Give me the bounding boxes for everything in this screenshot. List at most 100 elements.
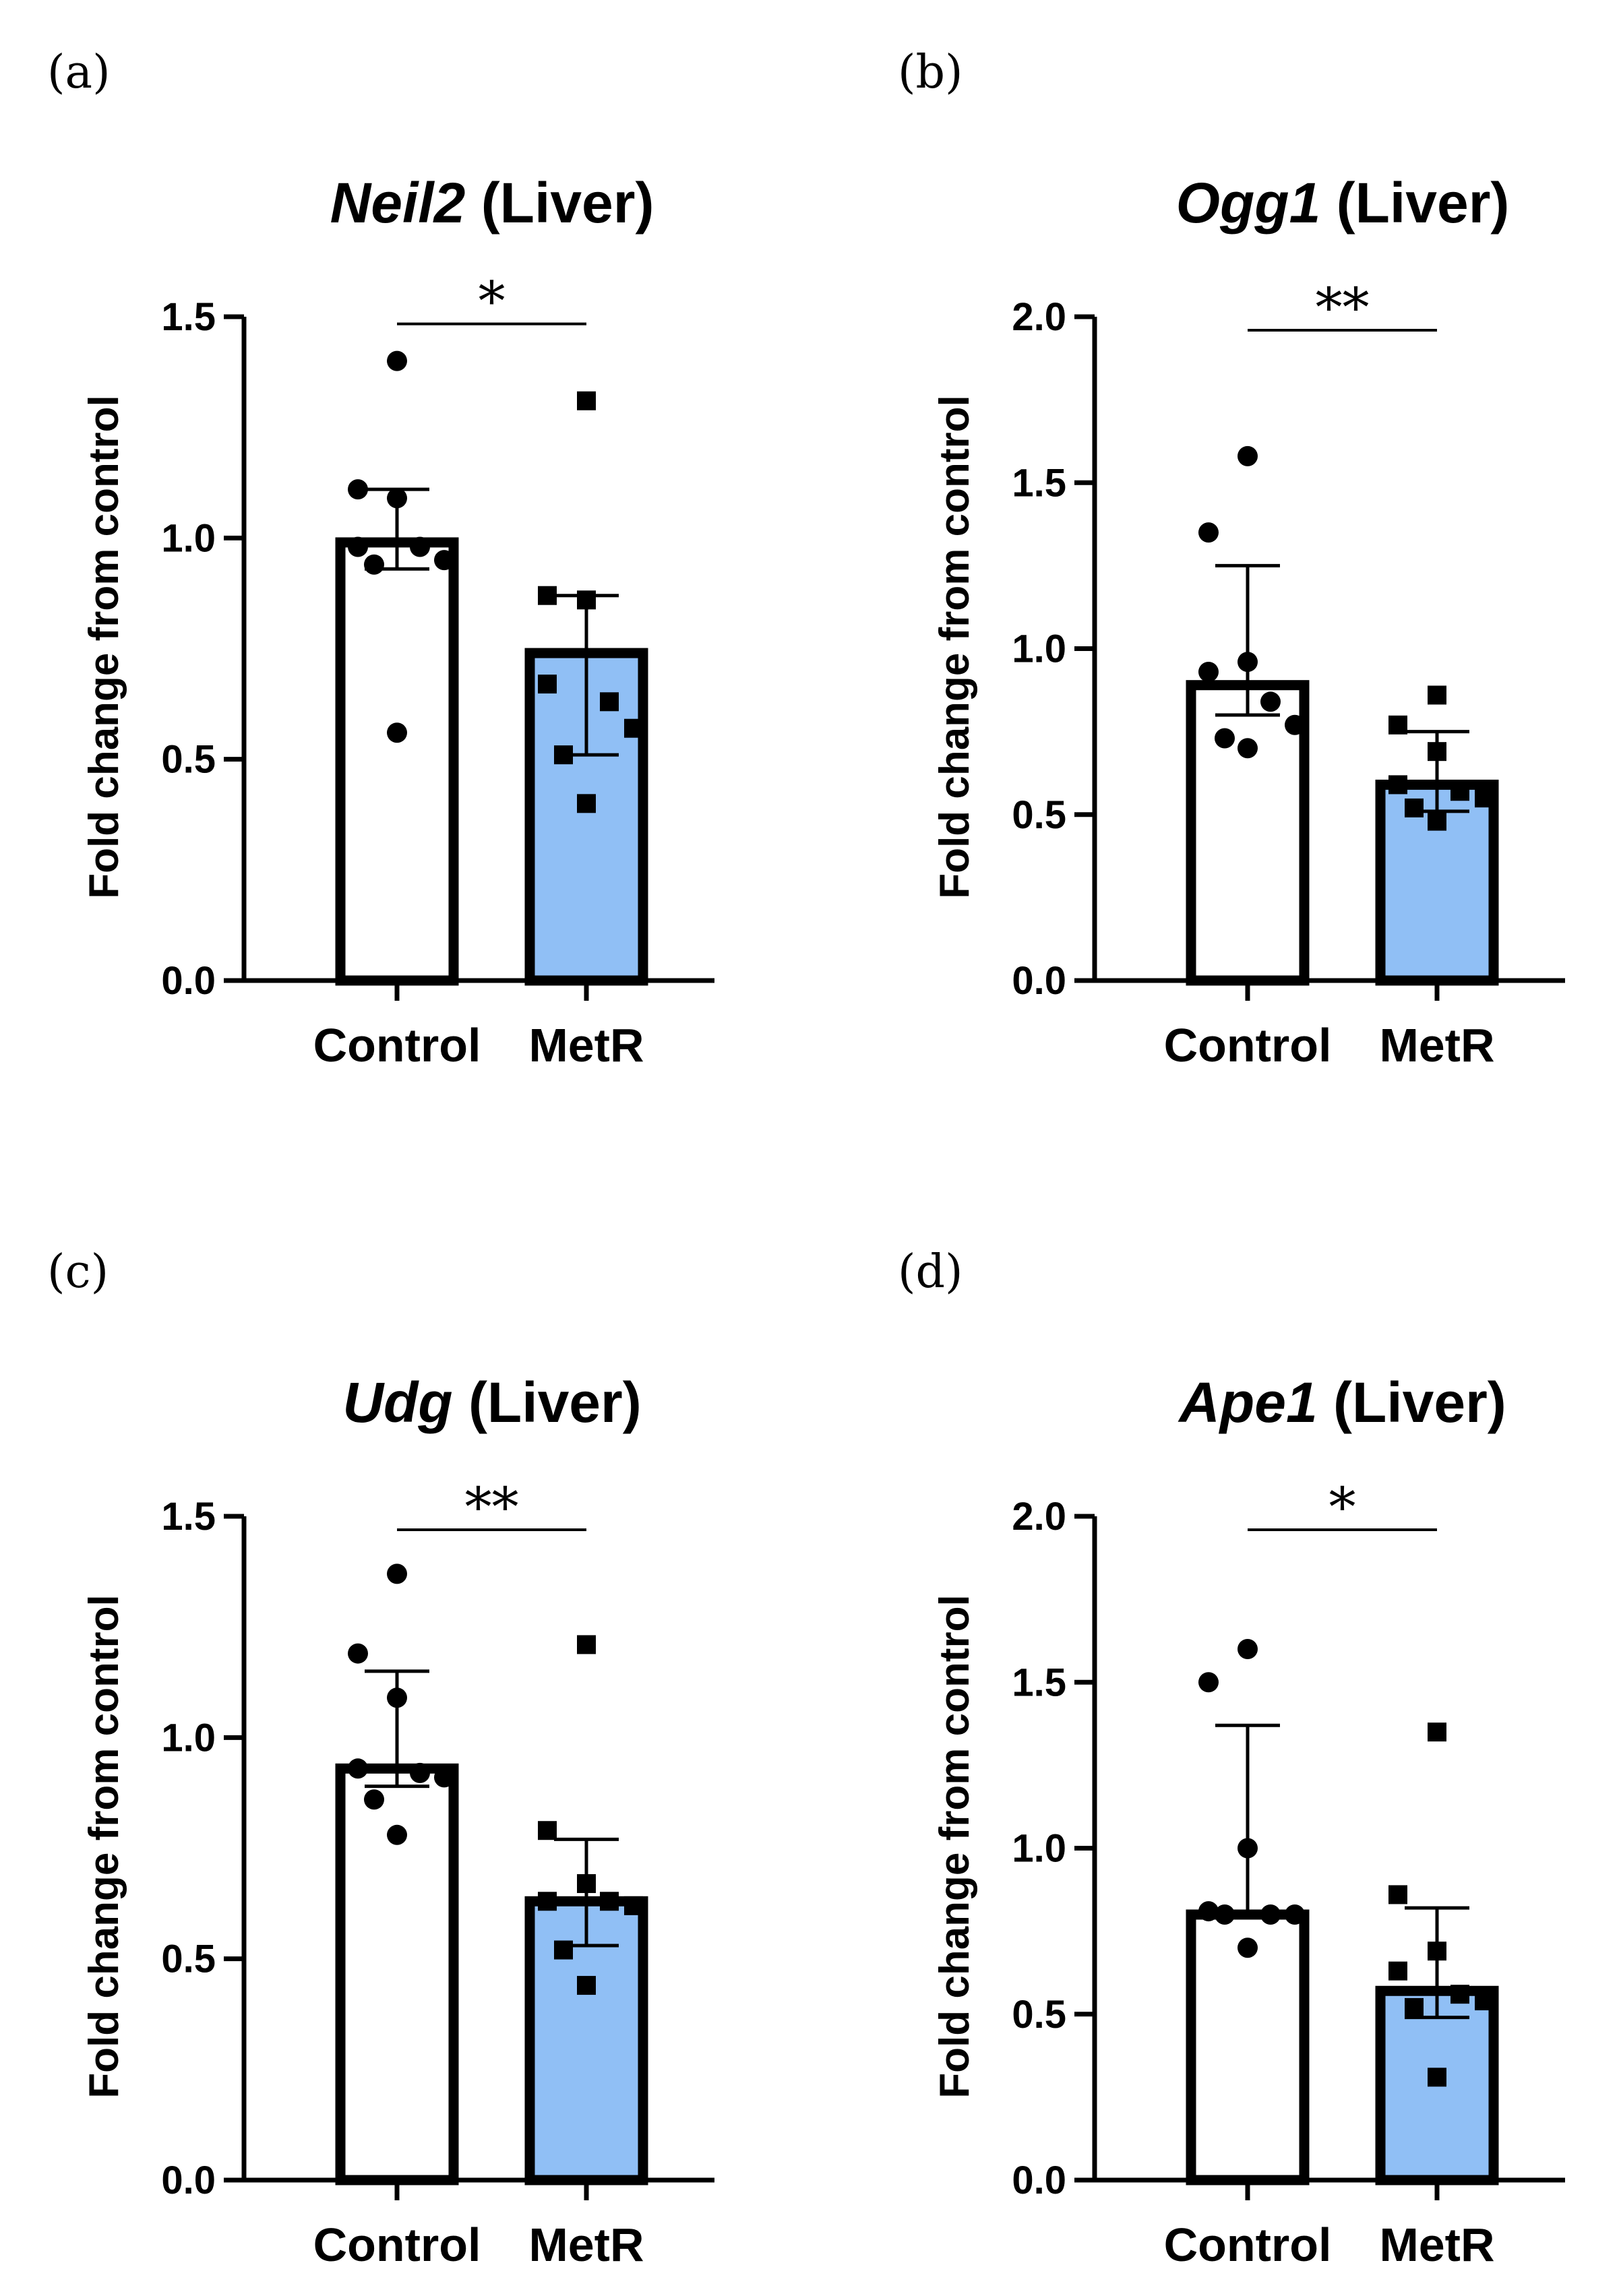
data-point-metr <box>577 391 596 410</box>
data-point-control <box>434 550 454 571</box>
chart-panel-a: (a) Neil2 (Liver) Fold change from control… <box>47 46 714 1072</box>
data-point-metr <box>1388 1961 1407 1981</box>
bar-control <box>1186 1909 1310 2185</box>
chart-title: Neil2 (Liver) <box>330 171 654 235</box>
y-tick-label: 1.0 <box>161 516 216 560</box>
data-point-metr <box>1428 742 1446 762</box>
data-point-control <box>387 488 407 509</box>
y-tick-label: 1.0 <box>1012 627 1066 671</box>
chart-title: Ogg1 (Liver) <box>1176 171 1510 235</box>
data-point-metr <box>624 718 643 738</box>
data-point-control <box>1285 714 1305 735</box>
panel-label: (c) <box>47 1245 109 1299</box>
data-point-metr <box>1450 782 1469 801</box>
y-tick-label: 1.5 <box>1012 461 1066 505</box>
data-point-control <box>387 1687 407 1708</box>
data-point-control <box>1198 522 1219 543</box>
data-point-control <box>364 554 384 575</box>
data-point-control <box>348 1758 368 1779</box>
data-point-metr <box>600 1892 619 1911</box>
data-point-control <box>387 1563 407 1584</box>
chart-title: Udg (Liver) <box>342 1371 641 1434</box>
y-tick-label: 1.0 <box>161 1716 216 1760</box>
data-point-metr <box>538 675 557 694</box>
panel-label: (d) <box>898 1245 963 1299</box>
data-point-metr <box>538 1821 557 1840</box>
y-tick-label: 1.5 <box>161 295 216 339</box>
data-point-metr <box>1405 1997 1424 2017</box>
significance-label: ** <box>465 1476 519 1539</box>
y-tick-label: 0.5 <box>161 738 216 782</box>
y-tick-label: 0.0 <box>161 2159 216 2202</box>
data-point-metr <box>1405 798 1424 817</box>
data-point-metr <box>538 586 557 605</box>
title-gene: Ape1 <box>1178 1371 1317 1434</box>
data-point-metr <box>600 692 619 712</box>
chart-panel-d: (d) Ape1 (Liver) Fold change from control 0… <box>898 1245 1565 2271</box>
data-point-metr <box>624 1896 643 1915</box>
data-point-control <box>410 536 430 557</box>
data-point-control <box>1238 738 1258 759</box>
chart-title: Ape1 (Liver) <box>1178 1371 1506 1434</box>
y-axis-label: Fold change from control <box>81 1594 127 2098</box>
y-axis-label: Fold change from control <box>931 395 978 898</box>
data-point-control <box>387 722 407 743</box>
data-point-control <box>1238 445 1258 466</box>
title-gene: Neil2 <box>330 171 466 235</box>
significance-label: ** <box>1316 276 1370 339</box>
data-point-metr <box>1388 1885 1407 1904</box>
y-tick-label: 0.5 <box>161 1937 216 1981</box>
data-point-control <box>387 350 407 371</box>
y-tick-label: 0.0 <box>1012 2159 1066 2202</box>
title-tissue: (Liver) <box>1320 171 1509 235</box>
data-point-metr <box>1428 811 1446 831</box>
y-tick-label: 1.5 <box>161 1495 216 1539</box>
y-tick-label: 0.0 <box>161 959 216 1003</box>
data-point-metr <box>554 745 573 765</box>
data-point-control <box>387 1824 407 1845</box>
data-point-metr <box>538 1892 557 1911</box>
x-category-label: MetR <box>528 1019 644 1072</box>
data-point-metr <box>554 1940 573 1960</box>
panel-label: (b) <box>898 46 963 99</box>
data-point-control <box>410 1762 430 1783</box>
data-point-control <box>364 1789 384 1810</box>
bar-control <box>335 537 459 986</box>
data-point-metr <box>1388 715 1407 735</box>
data-point-control <box>1198 1672 1219 1693</box>
data-point-metr <box>577 1874 596 1894</box>
data-point-metr <box>1450 1985 1469 2004</box>
data-point-metr <box>1475 1991 1494 2011</box>
data-point-control <box>1285 1904 1305 1925</box>
data-point-control <box>1215 728 1235 749</box>
title-gene: Udg <box>342 1371 452 1434</box>
title-tissue: (Liver) <box>1318 1371 1506 1434</box>
data-point-metr <box>577 1635 596 1654</box>
y-tick-label: 1.5 <box>1012 1661 1066 1704</box>
title-gene: Ogg1 <box>1176 171 1321 235</box>
x-category-label: MetR <box>528 2219 644 2271</box>
data-point-metr <box>577 1976 596 1995</box>
data-point-control <box>1260 1904 1281 1925</box>
significance-label: * <box>1329 1476 1356 1539</box>
data-point-metr <box>577 590 596 610</box>
data-point-control <box>1238 1937 1258 1958</box>
y-tick-label: 1.0 <box>1012 1827 1066 1871</box>
data-point-metr <box>1428 1723 1446 1742</box>
data-point-control <box>348 536 368 557</box>
data-point-control <box>1260 691 1281 712</box>
data-point-control <box>348 479 368 500</box>
data-point-metr <box>1428 1942 1446 1961</box>
panel-label: (a) <box>47 46 111 99</box>
y-axis-label: Fold change from control <box>931 1594 978 2098</box>
title-tissue: (Liver) <box>453 1371 642 1434</box>
x-category-label: MetR <box>1379 1019 1494 1072</box>
chart-panel-c: (c) Udg (Liver) Fold change from control 0.… <box>47 1245 714 2271</box>
x-category-label: Control <box>1164 1019 1332 1072</box>
y-tick-label: 0.0 <box>1012 959 1066 1003</box>
chart-panel-b: (b) Ogg1 (Liver) Fold change from control 0… <box>898 46 1565 1072</box>
y-axis-label: Fold change from control <box>81 395 127 898</box>
y-tick-label: 2.0 <box>1012 1495 1066 1539</box>
y-tick-label: 2.0 <box>1012 295 1066 339</box>
